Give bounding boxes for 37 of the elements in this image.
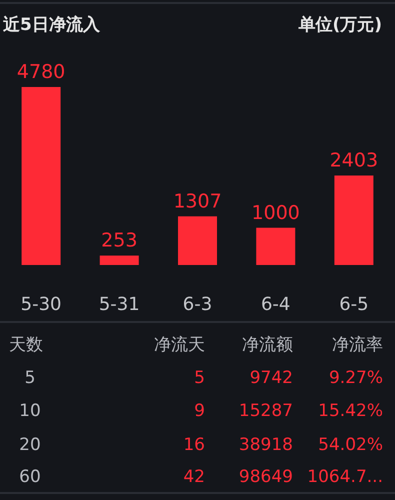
text: 10 — [19, 401, 41, 421]
text: 60 — [19, 467, 41, 487]
data-label: 1307 — [173, 190, 222, 212]
data-label: 1000 — [252, 202, 300, 224]
x-tick-label: 5-31 — [98, 294, 140, 315]
chart-subtitle: 单位(万元) — [297, 15, 382, 35]
text: 54.02% — [318, 435, 383, 455]
bar — [334, 176, 374, 265]
text: 天数 — [9, 335, 43, 355]
data-label: 253 — [101, 230, 138, 252]
text: 38918 — [238, 435, 293, 455]
text: 42 — [183, 467, 205, 487]
text: 净流率 — [332, 335, 383, 355]
x-tick-label: 6-3 — [182, 294, 212, 315]
bar — [22, 87, 61, 265]
text: 16 — [183, 435, 205, 455]
text: 5 — [24, 368, 36, 388]
text: 9.27% — [328, 368, 383, 388]
text: 20 — [19, 435, 41, 455]
text: 1064.7... — [307, 467, 383, 487]
data-label: 2403 — [330, 150, 378, 172]
text: 净流额 — [242, 335, 293, 355]
x-tick-label: 6-5 — [339, 294, 369, 315]
text: 9 — [194, 401, 205, 421]
bar — [178, 216, 217, 265]
bar — [100, 256, 139, 265]
data-label: 4780 — [16, 61, 66, 83]
text: 98649 — [238, 467, 293, 487]
x-tick-label: 5-30 — [20, 294, 62, 315]
text: 9742 — [250, 368, 293, 388]
chart-title: 近5日净流入 — [2, 15, 101, 35]
text: 净流天 — [154, 335, 205, 355]
text: 15.42% — [318, 401, 383, 421]
x-tick-label: 6-4 — [260, 294, 290, 315]
text: 15287 — [238, 401, 293, 421]
text: 5 — [194, 368, 205, 388]
bar — [256, 228, 296, 265]
